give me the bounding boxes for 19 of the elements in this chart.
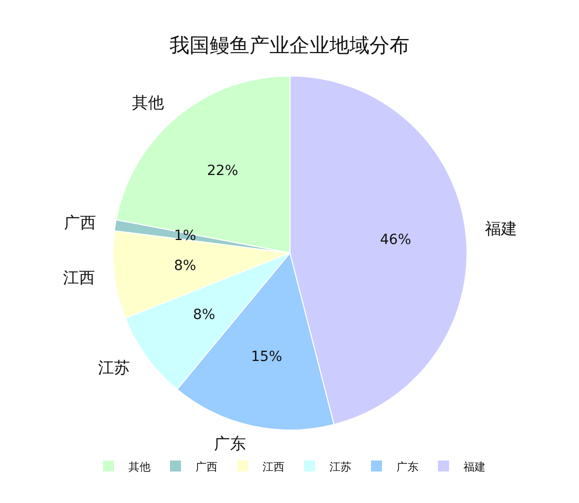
data-label: 15% [251,349,282,365]
slice-label: 江西 [63,268,95,287]
legend-label: 江苏 [330,460,352,474]
data-label: 22% [207,163,238,179]
slice-label: 福建 [485,219,517,238]
data-label: 46% [380,232,412,248]
data-label: 8% [174,258,196,274]
slice-label: 江苏 [98,358,130,377]
slice-label: 广西 [64,213,96,232]
legend-label: 其他 [128,460,150,474]
data-label: 1% [174,228,196,244]
slice-label: 广东 [214,434,246,453]
legend-label: 广东 [396,460,418,474]
legend-label: 广西 [196,460,218,474]
chart-title: 我国鳗鱼产业企业地域分布 [170,33,410,57]
slice-label: 其他 [132,93,164,112]
legend-label: 江西 [262,460,284,474]
data-label: 8% [193,307,216,323]
legend-label: 福建 [464,460,486,474]
